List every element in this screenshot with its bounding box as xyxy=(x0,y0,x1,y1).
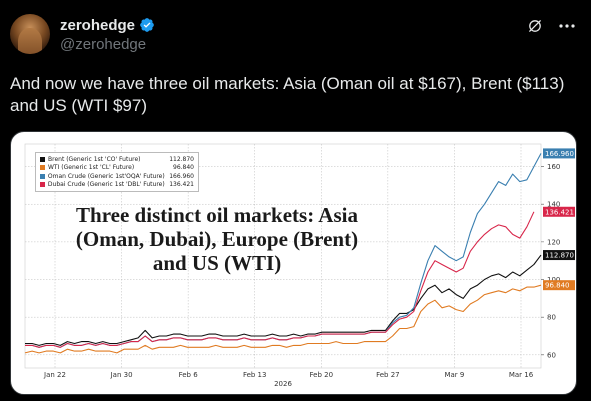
x-tick-label: Jan 22 xyxy=(43,371,66,379)
x-tick-label: Mar 16 xyxy=(509,371,534,379)
display-name[interactable]: zerohedge xyxy=(60,16,136,34)
end-value-label: 136.421 xyxy=(545,208,574,216)
legend-series-value: 136.421 xyxy=(169,181,194,189)
end-value-tag xyxy=(543,206,575,217)
legend-swatch xyxy=(40,182,45,188)
y-tick-label: 100 xyxy=(547,276,560,284)
legend-entry: Dubai Crude (Generic 1st 'DBL' Future) 1… xyxy=(40,181,194,190)
y-tick-label: 80 xyxy=(547,314,556,322)
legend-swatch xyxy=(40,173,45,179)
handle[interactable]: @zerohedge xyxy=(60,36,147,53)
avatar[interactable] xyxy=(10,14,50,54)
legend-entry: Oman Crude (Generic 1st'OQA' Future) 166… xyxy=(40,172,194,181)
tweet-text: And now we have three oil markets: Asia … xyxy=(10,74,565,115)
verified-badge-icon xyxy=(140,18,154,32)
series-line xyxy=(25,254,542,346)
end-value-tag xyxy=(543,280,575,291)
legend-series-value: 166.960 xyxy=(169,172,194,180)
legend-series-name: Dubai Crude (Generic 1st 'DBL' Future) xyxy=(47,181,165,189)
y-tick-label: 160 xyxy=(547,163,560,171)
y-tick-label: 140 xyxy=(547,201,560,209)
avatar-figure xyxy=(18,28,42,54)
display-name-row: zerohedge xyxy=(60,15,155,35)
x-tick-label: Feb 6 xyxy=(179,371,199,379)
x-tick-label: Feb 27 xyxy=(376,371,400,379)
series-line xyxy=(25,211,535,348)
x-tick-label: Feb 13 xyxy=(243,371,267,379)
grok-icon[interactable] xyxy=(527,18,543,34)
legend-series-name: Oman Crude (Generic 1st'OQA' Future) xyxy=(47,172,165,180)
author-names: zerohedge @zerohedge xyxy=(60,15,155,53)
legend-series-name: WTI (Generic 1st 'CL' Future) xyxy=(48,164,135,172)
legend-series-name: Brent (Generic 1st 'CO' Future) xyxy=(48,155,141,163)
legend-series-value: 112.870 xyxy=(169,155,194,163)
x-tick-label: Mar 9 xyxy=(444,371,464,379)
series-line xyxy=(24,284,542,354)
chart-annotation: Three distinct oil markets: Asia (Oman, … xyxy=(75,203,359,275)
end-value-tag xyxy=(543,148,575,159)
legend-swatch xyxy=(40,165,45,171)
end-value-label: 166.960 xyxy=(545,150,574,158)
chart-legend: Brent (Generic 1st 'CO' Future) 112.870 … xyxy=(35,152,199,192)
legend-entry: Brent (Generic 1st 'CO' Future) 112.870 xyxy=(40,155,194,164)
y-tick-label: 60 xyxy=(547,351,556,359)
legend-swatch xyxy=(40,156,45,162)
x-tick-label: Jan 30 xyxy=(110,371,133,379)
end-value-label: 96.840 xyxy=(545,282,570,290)
end-value-tag xyxy=(543,250,575,261)
legend-series-value: 96.840 xyxy=(173,164,194,172)
legend-entry: WTI (Generic 1st 'CL' Future) 96.840 xyxy=(40,164,194,173)
x-axis-year-label: 2026 xyxy=(274,380,292,388)
tweet-header: zerohedge @zerohedge xyxy=(10,14,581,58)
tweet-media-chart[interactable]: 60 80 100 120 140 160 Jan 22 Jan 30 Feb 6 Feb 13 F… xyxy=(10,131,577,395)
more-icon[interactable] xyxy=(557,16,577,36)
end-value-label: 112.870 xyxy=(545,252,574,260)
x-tick-label: Feb 20 xyxy=(310,371,334,379)
y-tick-label: 120 xyxy=(547,238,560,246)
